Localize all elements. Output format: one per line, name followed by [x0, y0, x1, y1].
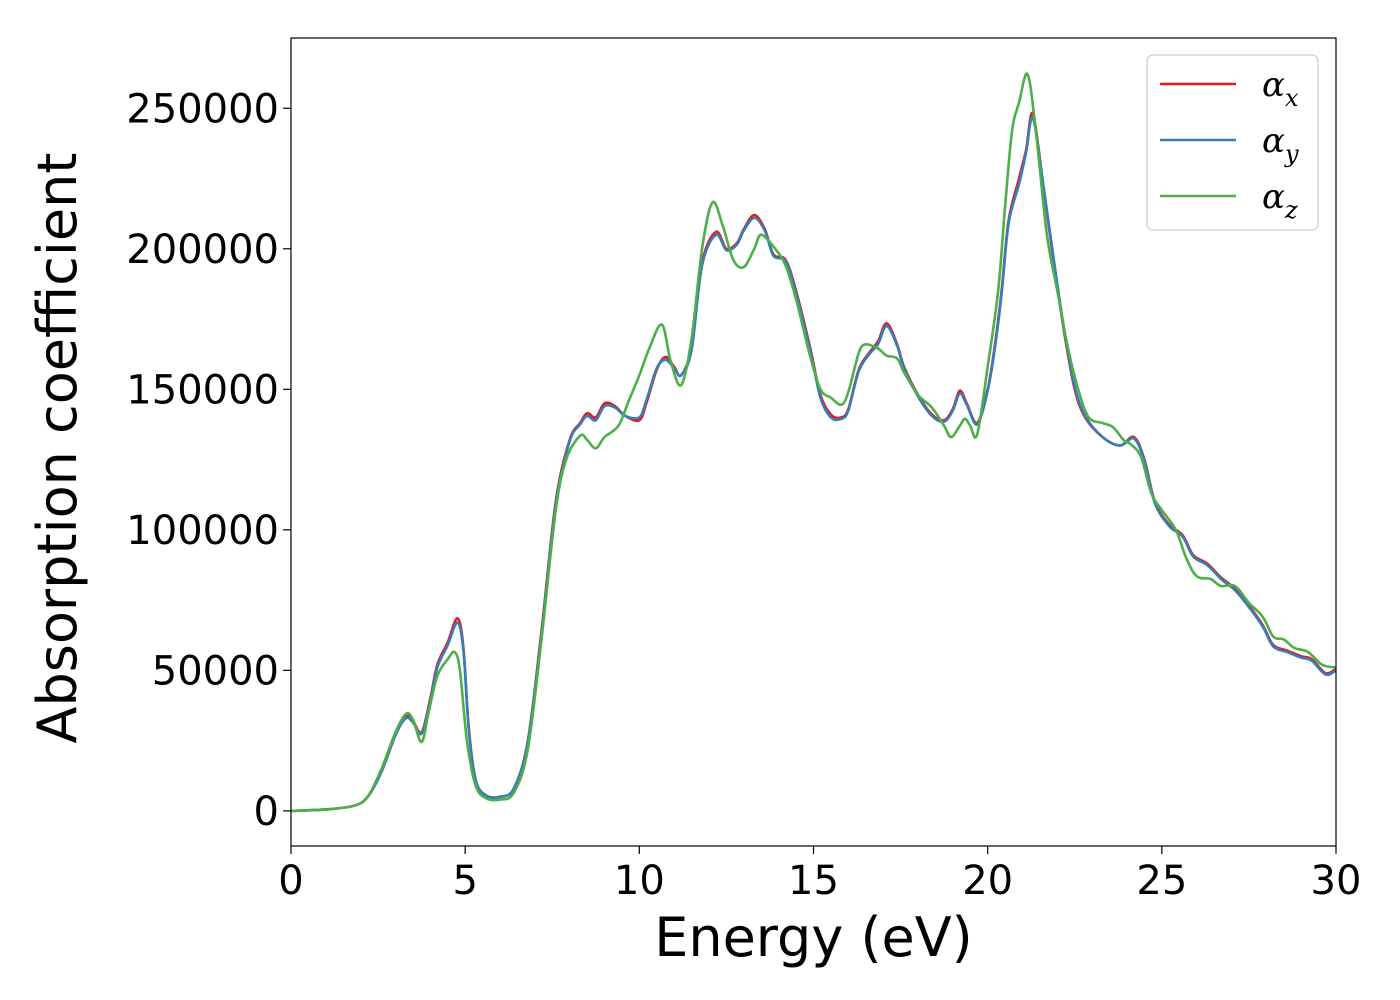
y-tick-label: 0: [254, 789, 279, 835]
x-axis-ticks: 0 5 10 15 20 25 30: [278, 846, 1361, 904]
legend-subscript-z: z: [1284, 196, 1298, 224]
y-axis-label: Absorption coefficient: [26, 153, 89, 744]
legend-box: [1146, 54, 1319, 231]
x-tick-label: 25: [1136, 858, 1187, 904]
x-tick-label: 10: [614, 858, 665, 904]
x-axis-label: Energy (eV): [654, 906, 973, 969]
y-tick-label: 100000: [126, 508, 279, 554]
y-tick-label: 50000: [152, 648, 279, 694]
y-tick-label: 250000: [126, 86, 279, 132]
x-tick-label: 0: [278, 858, 303, 904]
legend-subscript-x: x: [1285, 84, 1299, 112]
x-tick-label: 15: [788, 858, 839, 904]
series-lines: [291, 72, 1336, 813]
legend-subscript-y: y: [1284, 140, 1299, 168]
x-tick-label: 5: [452, 858, 477, 904]
x-tick-label: 30: [1311, 858, 1362, 904]
x-tick-label: 20: [962, 858, 1013, 904]
y-axis-ticks: 0 50000 100000 150000 200000 250000: [126, 86, 291, 835]
series-line-z: [291, 72, 1336, 813]
series-line-y: [291, 116, 1336, 813]
y-tick-label: 150000: [126, 367, 279, 413]
y-tick-label: 200000: [126, 227, 279, 273]
